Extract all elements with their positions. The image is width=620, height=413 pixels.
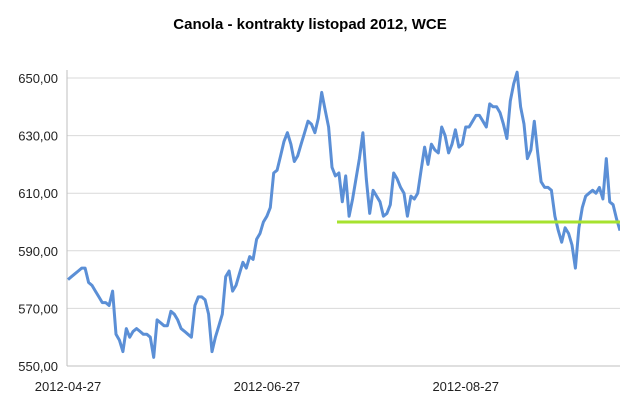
series-layer [67, 70, 620, 359]
y-tick-label: 590,00 [18, 244, 58, 259]
y-tick-label: 550,00 [18, 359, 58, 374]
x-tick-label: 2012-06-27 [234, 379, 301, 394]
x-tick-label: 2012-08-27 [432, 379, 499, 394]
chart-title: Canola - kontrakty listopad 2012, WCE [173, 16, 447, 33]
y-axis: 550,00 570,00 590,00 610,00 630,00 650,00 [18, 70, 620, 374]
x-axis: 2012-04-27 2012-06-27 2012-08-27 [35, 379, 499, 394]
y-tick-label: 630,00 [18, 129, 58, 144]
y-tick-label: 650,00 [18, 71, 58, 86]
y-tick-label: 610,00 [18, 186, 58, 201]
series-line [67, 70, 620, 359]
x-tick-label: 2012-04-27 [35, 379, 102, 394]
y-tick-label: 570,00 [18, 301, 58, 316]
